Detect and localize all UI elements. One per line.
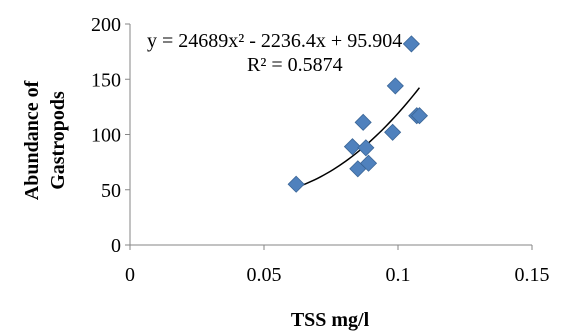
x-axis-ticks: 0 0.05 0.1 0.15 xyxy=(125,245,550,286)
data-point xyxy=(287,175,305,193)
y-axis-title-line: Gastropods xyxy=(47,91,69,190)
data-point xyxy=(343,138,362,156)
data-point xyxy=(354,113,372,131)
y-tick-label: 50 xyxy=(101,180,121,202)
y-axis-ticks: 0 50 100 150 200 xyxy=(91,14,130,257)
r-squared-label: R² = 0.5874 xyxy=(247,54,343,76)
data-points xyxy=(287,35,429,193)
y-tick-label: 0 xyxy=(111,235,121,257)
x-axis-title: TSS mg/l xyxy=(291,309,370,331)
y-axis-title: Abundance of Gastropods xyxy=(21,80,69,200)
data-point xyxy=(402,35,420,53)
polynomial-trendline xyxy=(295,87,421,189)
x-tick-label: 0.1 xyxy=(386,264,411,286)
y-axis-title-line: Abundance of xyxy=(21,80,43,200)
y-tick-label: 200 xyxy=(91,14,121,36)
x-tick-label: 0.15 xyxy=(515,264,550,286)
trendline-equation: y = 24689x² - 2236.4x + 95.904 xyxy=(147,30,402,52)
y-tick-label: 100 xyxy=(91,125,121,147)
x-tick-label: 0 xyxy=(125,264,135,286)
data-point xyxy=(410,107,429,125)
y-tick-label: 150 xyxy=(91,69,121,91)
x-tick-label: 0.05 xyxy=(247,264,282,286)
data-point xyxy=(357,139,375,157)
data-point xyxy=(384,123,402,141)
data-point xyxy=(386,77,404,95)
data-point xyxy=(359,154,378,172)
